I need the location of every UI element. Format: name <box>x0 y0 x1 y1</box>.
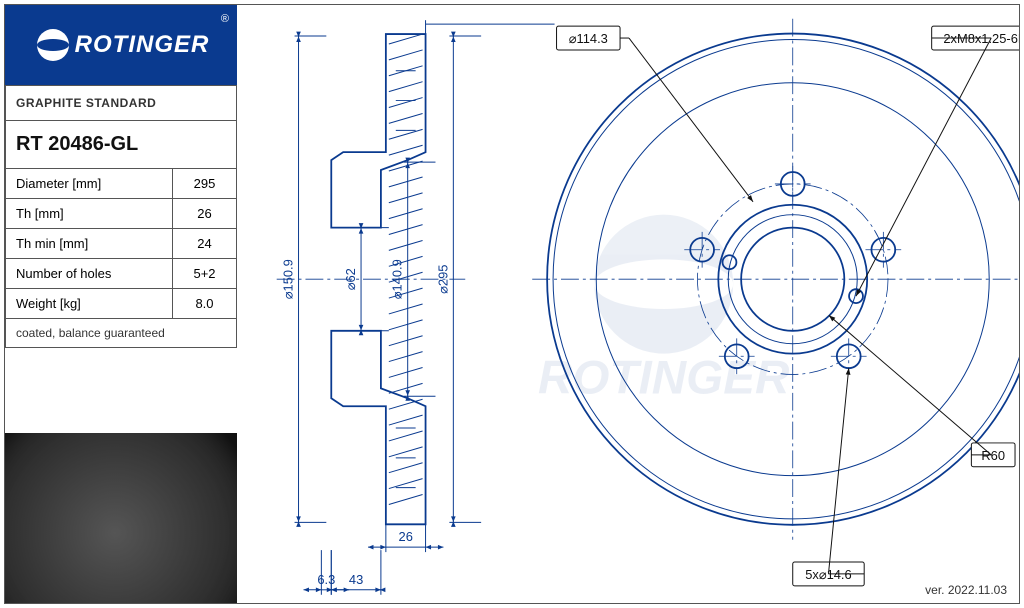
spec-label: Number of holes <box>6 259 173 289</box>
spec-footer: coated, balance guaranteed <box>6 319 237 348</box>
spec-value: 8.0 <box>173 289 237 319</box>
svg-text:⌀150.9: ⌀150.9 <box>281 259 296 299</box>
registered-icon: ® <box>221 13 229 25</box>
table-row: Th [mm]26 <box>6 199 237 229</box>
svg-text:ROTINGER: ROTINGER <box>538 351 790 404</box>
product-photo <box>5 433 237 603</box>
spec-label: Th [mm] <box>6 199 173 229</box>
table-row: Diameter [mm]295 <box>6 169 237 199</box>
spec-label: Diameter [mm] <box>6 169 173 199</box>
technical-drawing: ROTINGER⌀114.32xM8x1.25-6HR605x⌀14.6⌀150… <box>237 5 1019 603</box>
version-label: ver. 2022.11.03 <box>925 583 1007 597</box>
table-row: Weight [kg]8.0 <box>6 289 237 319</box>
brand-logo: ROTINGER ® <box>5 5 237 85</box>
svg-text:⌀62: ⌀62 <box>343 268 358 290</box>
svg-text:⌀114.3: ⌀114.3 <box>569 31 608 46</box>
svg-text:⌀140.9: ⌀140.9 <box>390 259 405 299</box>
part-number: RT 20486-GL <box>6 121 237 169</box>
svg-text:43: 43 <box>349 572 363 587</box>
spec-value: 26 <box>173 199 237 229</box>
spec-value: 5+2 <box>173 259 237 289</box>
svg-text:6.3: 6.3 <box>317 572 335 587</box>
brand-name: ROTINGER <box>75 31 210 59</box>
spec-label: Th min [mm] <box>6 229 173 259</box>
spec-table: GRAPHITE STANDARD RT 20486-GL Diameter [… <box>5 85 237 348</box>
spec-value: 24 <box>173 229 237 259</box>
table-row: Th min [mm]24 <box>6 229 237 259</box>
logo-disc-icon <box>33 25 73 65</box>
spec-label: Weight [kg] <box>6 289 173 319</box>
spec-value: 295 <box>173 169 237 199</box>
svg-text:⌀295: ⌀295 <box>435 265 450 294</box>
table-row: Number of holes5+2 <box>6 259 237 289</box>
product-line: GRAPHITE STANDARD <box>6 86 237 121</box>
svg-text:26: 26 <box>399 529 413 544</box>
